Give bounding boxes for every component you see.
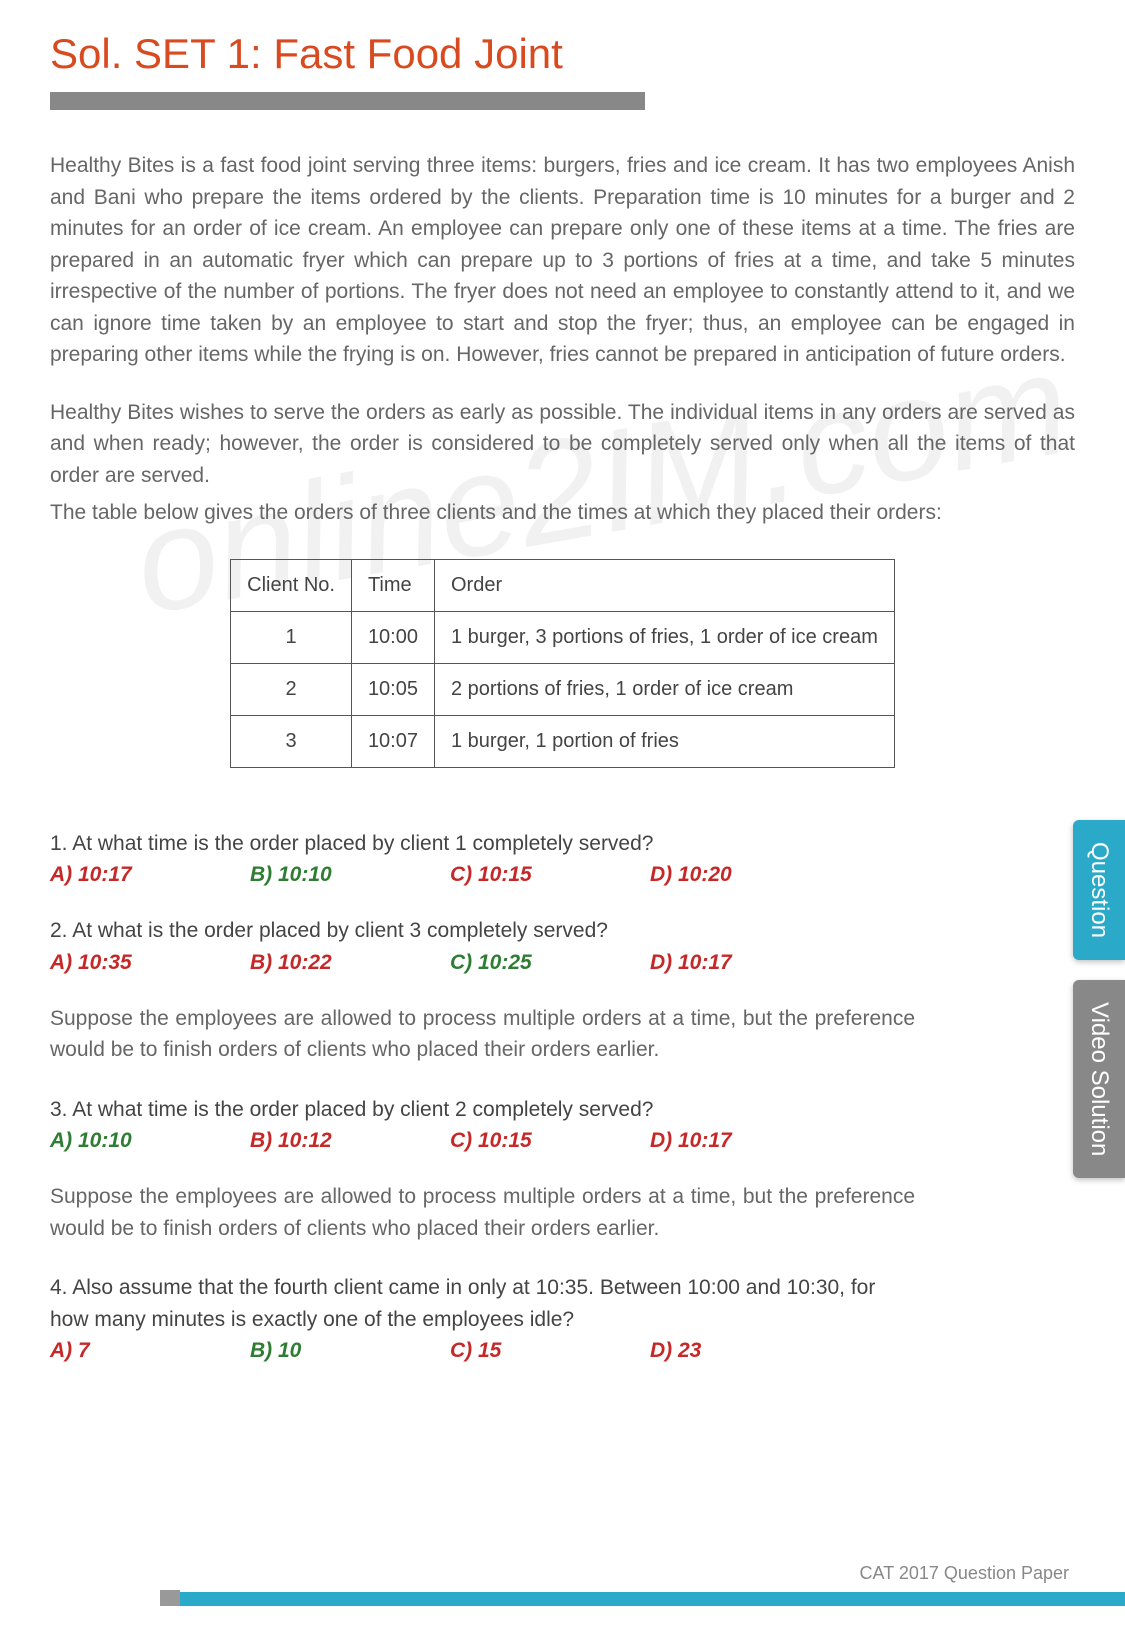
- orders-table-wrap: Client No. Time Order 1 10:00 1 burger, …: [50, 559, 1075, 768]
- option-b: B) 10:10: [250, 863, 450, 887]
- option-c: C) 10:15: [450, 1129, 650, 1153]
- options-row: A) 10:10 B) 10:12 C) 10:15 D) 10:17: [50, 1129, 915, 1153]
- options-row: A) 7 B) 10 C) 15 D) 23: [50, 1339, 915, 1363]
- footer-accent-grey: [160, 1590, 180, 1606]
- orders-table: Client No. Time Order 1 10:00 1 burger, …: [230, 559, 895, 768]
- page-title: Sol. SET 1: Fast Food Joint: [50, 30, 1075, 78]
- cell: 1 burger, 1 portion of fries: [435, 715, 895, 767]
- cell: 1: [231, 611, 352, 663]
- footer-accent-bar: [180, 1592, 1125, 1606]
- note-1: Suppose the employees are allowed to pro…: [50, 1003, 915, 1066]
- question-text: 4. Also assume that the fourth client ca…: [50, 1272, 915, 1335]
- option-b: B) 10:12: [250, 1129, 450, 1153]
- intro-paragraph-1: Healthy Bites is a fast food joint servi…: [50, 150, 1075, 371]
- table-row: 1 10:00 1 burger, 3 portions of fries, 1…: [231, 611, 895, 663]
- side-tabs: Question Video Solution: [1073, 820, 1125, 1178]
- option-a: A) 10:10: [50, 1129, 250, 1153]
- video-solution-tab[interactable]: Video Solution: [1073, 980, 1125, 1178]
- cell: 10:00: [351, 611, 434, 663]
- question-text: 1. At what time is the order placed by c…: [50, 828, 915, 860]
- table-row: 2 10:05 2 portions of fries, 1 order of …: [231, 663, 895, 715]
- option-c: C) 10:25: [450, 951, 650, 975]
- col-client: Client No.: [231, 559, 352, 611]
- question-text: 3. At what time is the order placed by c…: [50, 1094, 915, 1126]
- option-a: A) 7: [50, 1339, 250, 1363]
- note-2: Suppose the employees are allowed to pro…: [50, 1181, 915, 1244]
- question-1: 1. At what time is the order placed by c…: [50, 828, 915, 888]
- intro-paragraph-3: The table below gives the orders of thre…: [50, 497, 1075, 529]
- footer-label: CAT 2017 Question Paper: [860, 1563, 1069, 1584]
- option-d: D) 10:17: [650, 1129, 850, 1153]
- question-2: 2. At what is the order placed by client…: [50, 915, 915, 975]
- question-4: 4. Also assume that the fourth client ca…: [50, 1272, 915, 1363]
- option-b: B) 10:22: [250, 951, 450, 975]
- option-b: B) 10: [250, 1339, 450, 1363]
- option-a: A) 10:17: [50, 863, 250, 887]
- option-a: A) 10:35: [50, 951, 250, 975]
- page-container: Sol. SET 1: Fast Food Joint Healthy Bite…: [0, 0, 1125, 1363]
- table-header-row: Client No. Time Order: [231, 559, 895, 611]
- title-underline-bar: [50, 92, 645, 110]
- cell: 3: [231, 715, 352, 767]
- col-order: Order: [435, 559, 895, 611]
- question-tab[interactable]: Question: [1073, 820, 1125, 960]
- page-footer: CAT 2017 Question Paper: [0, 1554, 1125, 1626]
- question-3: 3. At what time is the order placed by c…: [50, 1094, 915, 1154]
- cell: 10:07: [351, 715, 434, 767]
- cell: 2: [231, 663, 352, 715]
- option-d: D) 23: [650, 1339, 850, 1363]
- questions-area: 1. At what time is the order placed by c…: [50, 828, 1075, 1364]
- intro-paragraph-2: Healthy Bites wishes to serve the orders…: [50, 397, 1075, 492]
- cell: 2 portions of fries, 1 order of ice crea…: [435, 663, 895, 715]
- cell: 10:05: [351, 663, 434, 715]
- options-row: A) 10:17 B) 10:10 C) 10:15 D) 10:20: [50, 863, 915, 887]
- table-row: 3 10:07 1 burger, 1 portion of fries: [231, 715, 895, 767]
- option-c: C) 10:15: [450, 863, 650, 887]
- options-row: A) 10:35 B) 10:22 C) 10:25 D) 10:17: [50, 951, 915, 975]
- option-d: D) 10:17: [650, 951, 850, 975]
- option-d: D) 10:20: [650, 863, 850, 887]
- question-text: 2. At what is the order placed by client…: [50, 915, 915, 947]
- col-time: Time: [351, 559, 434, 611]
- option-c: C) 15: [450, 1339, 650, 1363]
- cell: 1 burger, 3 portions of fries, 1 order o…: [435, 611, 895, 663]
